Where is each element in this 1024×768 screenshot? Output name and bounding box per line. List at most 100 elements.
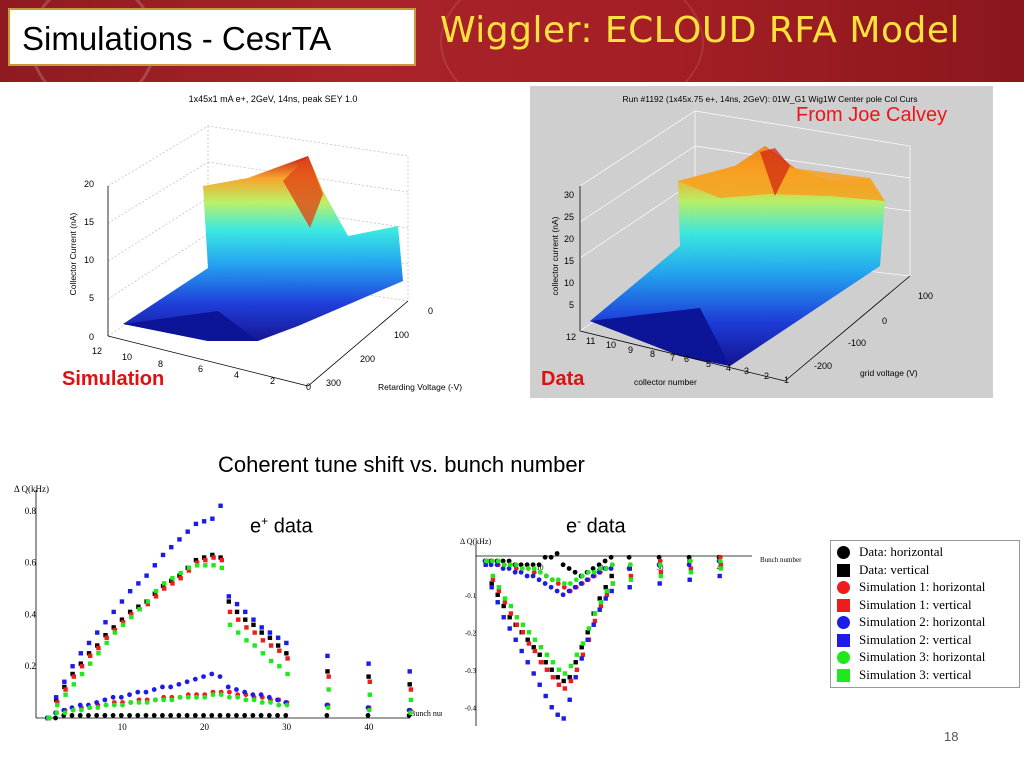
data-point (194, 560, 200, 565)
data-point (277, 648, 282, 653)
data-point (550, 660, 556, 665)
data-y-label: grid voltage (V) (860, 368, 918, 378)
sim-collector-tick: 2 (270, 376, 275, 386)
data-point (143, 713, 149, 718)
sim-x-label: Retarding Voltage (-V) (378, 382, 462, 392)
data-point (608, 554, 614, 560)
data-point (285, 656, 290, 661)
sim-collector-tick: 8 (158, 359, 163, 369)
data-point (151, 713, 157, 718)
data-point (227, 609, 233, 615)
data-point (550, 675, 556, 680)
data-point (250, 692, 256, 698)
legend-marker (837, 581, 850, 594)
data-point (573, 675, 578, 680)
data-point (537, 652, 542, 657)
data-surface-plot: Run #1192 (1x45x.75 e+, 14ns, 2GeV): 01W… (530, 86, 993, 398)
data-point (137, 607, 142, 612)
data-point (562, 671, 568, 676)
data-point (603, 596, 608, 601)
data-point (145, 599, 150, 604)
sim-voltage-tick: 100 (394, 330, 409, 340)
data-point (193, 521, 199, 527)
data-point (202, 694, 208, 700)
data-point (168, 713, 174, 718)
eminus-tag: e- data (566, 514, 626, 538)
data-point (555, 675, 560, 680)
data-point (325, 653, 330, 659)
data-point (628, 577, 634, 582)
data-point (136, 604, 141, 609)
data-point (217, 674, 223, 679)
legend-label: Data: vertical (859, 561, 930, 577)
data-z-tick: 20 (564, 234, 574, 244)
data-point (53, 695, 59, 700)
data-point (501, 615, 506, 620)
data-point (177, 573, 182, 578)
data-point (234, 687, 239, 692)
data-point (129, 614, 134, 620)
data-point (325, 705, 331, 711)
data-point (560, 592, 566, 598)
data-point (95, 630, 100, 635)
data-point (135, 713, 141, 718)
data-point (508, 611, 514, 616)
data-point (160, 713, 165, 718)
data-point (549, 667, 554, 672)
data-point (531, 645, 536, 650)
data-point (209, 671, 215, 677)
data-point (127, 692, 132, 698)
data-point (95, 705, 101, 711)
data-point (579, 656, 584, 661)
y-tick-label: -0.1 (465, 592, 477, 600)
data-point (657, 562, 663, 568)
data-point (561, 678, 566, 684)
data-point (112, 630, 118, 635)
data-point (561, 581, 567, 586)
data-point (628, 573, 634, 579)
data-point (531, 566, 537, 571)
data-point (120, 622, 126, 628)
data-collector-tick: 7 (670, 353, 675, 363)
data-point (259, 630, 264, 635)
data-point (556, 667, 562, 672)
data-point (103, 702, 109, 708)
data-point (62, 684, 67, 690)
y-tick-label: -0.2 (465, 629, 477, 637)
data-point (70, 707, 76, 713)
data-point (86, 640, 92, 646)
data-point (153, 594, 159, 599)
data-z-label: collector current (nA) (550, 216, 560, 295)
data-point (525, 660, 530, 665)
data-point (177, 694, 183, 700)
data-point (284, 702, 290, 708)
data-point (573, 577, 579, 583)
data-point (367, 679, 372, 684)
data-point (507, 626, 512, 631)
data-point (144, 700, 150, 705)
sim-z-tick: 20 (84, 179, 94, 189)
data-point (578, 581, 584, 586)
data-point (604, 588, 610, 594)
data-point (598, 603, 604, 609)
sim-z-tick: 0 (89, 332, 94, 342)
legend-marker (837, 563, 850, 577)
data-point (260, 638, 266, 643)
sim-collector-tick: 6 (198, 364, 203, 374)
sim-collector-tick: 0 (306, 382, 311, 392)
data-point (512, 569, 518, 575)
data-point (567, 675, 572, 680)
data-point (531, 671, 536, 676)
data-point (585, 637, 590, 642)
data-point (597, 566, 603, 571)
data-point (567, 581, 573, 586)
data-point (544, 652, 550, 657)
data-point (209, 713, 215, 718)
data-point (536, 562, 542, 568)
data-point (407, 669, 412, 674)
data-point (111, 702, 117, 708)
data-point (177, 537, 182, 542)
data-point (507, 615, 512, 620)
data-point (236, 617, 241, 622)
